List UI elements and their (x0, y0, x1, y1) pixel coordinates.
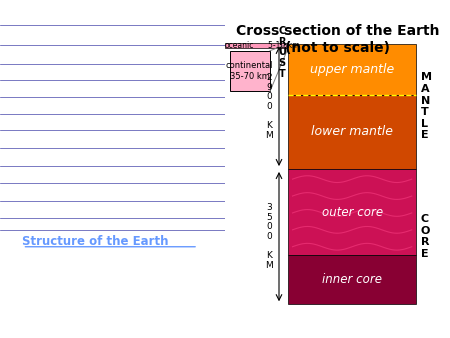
Text: 5-10 km: 5-10 km (268, 41, 299, 50)
Text: Earth's Interior:: Earth's Interior: (14, 8, 125, 21)
Text: oceanic: oceanic (225, 41, 254, 50)
Bar (230, 51, 270, 91)
Text: continental
35-70 km: continental 35-70 km (226, 61, 274, 81)
Text: upper mantle: upper mantle (310, 63, 394, 76)
Text: C
R
U
S
T: C R U S T (278, 26, 286, 79)
Text: * Thickest  layer of the Earth.: * Thickest layer of the Earth. (4, 133, 214, 143)
Bar (288, 95, 416, 169)
Text: 3. Outer Core -  Liquid layer: 3. Outer Core - Liquid layer (4, 151, 200, 162)
Text: 2
9
0
0

K
M: 2 9 0 0 K M (265, 73, 273, 140)
Text: and outer core.: and outer core. (50, 117, 151, 127)
Text: 4. Inner Core -  Solid, inner most: 4. Inner Core - Solid, inner most (4, 186, 234, 196)
Text: 2. Mantle -  Layer of the earth: 2. Mantle - Layer of the earth (4, 83, 214, 94)
Text: layer of the earth.: layer of the earth. (40, 65, 169, 75)
Text: layer of the earth.: layer of the earth. (50, 203, 178, 213)
Text: inner core: inner core (322, 273, 382, 286)
Bar (288, 255, 416, 304)
Bar (225, 43, 288, 48)
Text: lower mantle: lower mantle (311, 125, 393, 138)
Text: Structure of the Earth: Structure of the Earth (22, 235, 169, 248)
Text: 1. Crust -  Thin, outermost: 1. Crust - Thin, outermost (4, 48, 187, 58)
Bar (288, 169, 416, 255)
Text: M
A
N
T
L
E: M A N T L E (421, 72, 432, 141)
Text: of the Earth.: of the Earth. (50, 168, 137, 178)
Text: outer core: outer core (322, 206, 382, 219)
Text: A. Layers of the Earth:: A. Layers of the Earth: (4, 28, 163, 41)
Text: between the crust: between the crust (50, 100, 164, 111)
Text: Cross section of the Earth
(not to scale): Cross section of the Earth (not to scale… (236, 24, 439, 55)
Text: C
O
R
E: C O R E (421, 214, 430, 259)
Text: 3
5
0
0

K
M: 3 5 0 0 K M (265, 203, 273, 270)
Bar (288, 44, 416, 95)
